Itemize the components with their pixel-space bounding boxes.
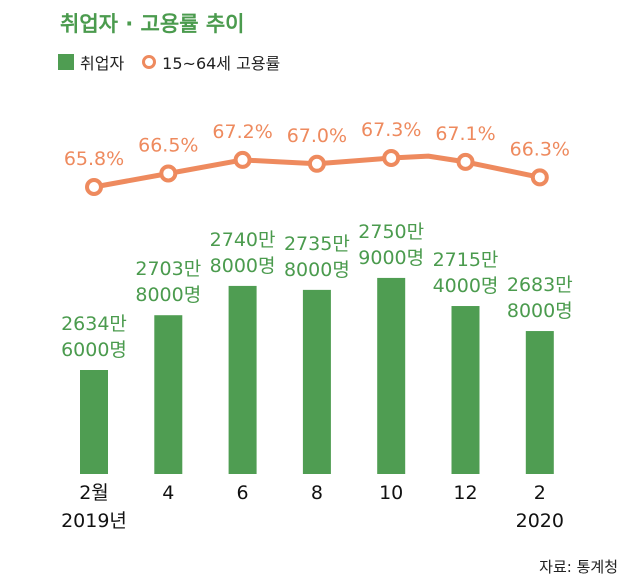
line-label-3: 67.0%: [287, 125, 347, 147]
line-label-2: 67.2%: [212, 121, 272, 143]
legend: 취업자 15~64세 고용률: [58, 50, 280, 74]
line-point-4: [382, 149, 401, 167]
bar-label-0-1: 6000명: [61, 339, 127, 361]
bar-2: [228, 285, 257, 474]
bar-label-5-0: 2715만: [433, 249, 499, 271]
line-label-6: 66.3%: [510, 138, 570, 160]
line-point-0: [85, 178, 103, 196]
chart-title: 취업자 · 고용률 추이: [60, 12, 245, 36]
bar-label-2-1: 8000명: [210, 255, 276, 277]
source-note: 자료: 통계청: [539, 558, 618, 576]
bar-1: [154, 315, 183, 474]
x-tick-1-0: 4: [162, 482, 174, 504]
x-tick-4-0: 10: [379, 482, 403, 504]
legend-bar-label: 취업자: [80, 54, 125, 73]
x-tick-2-0: 6: [237, 482, 249, 504]
x-tick-5-0: 12: [453, 482, 477, 504]
bar-label-1-0: 2703만: [135, 258, 201, 280]
line-point-3: [307, 154, 326, 173]
bar-label-6-0: 2683만: [507, 274, 573, 296]
bar-6: [525, 331, 554, 474]
bar-5: [451, 306, 480, 474]
line-point-5: [456, 152, 475, 171]
bar-label-3-0: 2735만: [284, 233, 350, 255]
legend-line-label: 15~64세 고용률: [162, 54, 281, 73]
bar-3: [302, 289, 331, 474]
bar-label-0-0: 2634만: [61, 313, 127, 335]
line-label-0: 65.8%: [64, 148, 124, 170]
line-label-4: 67.3%: [361, 119, 421, 141]
bar-label-6-1: 8000명: [507, 300, 573, 322]
bar-label-3-1: 8000명: [284, 259, 350, 281]
x-tick-0-0: 2월: [79, 482, 109, 504]
x-tick-6-1: 2020: [516, 510, 564, 532]
line-label-5: 67.1%: [435, 123, 495, 145]
bar-label-4-1: 9000명: [358, 247, 424, 269]
legend-bar-swatch: [58, 54, 74, 70]
line-point-6: [530, 168, 549, 187]
legend-line-swatch: [142, 55, 157, 69]
bar-4: [377, 277, 406, 474]
bar-label-4-0: 2750만: [358, 221, 424, 243]
bar-label-2-0: 2740만: [210, 229, 276, 251]
bar-label-1-1: 8000명: [135, 284, 201, 306]
line-point-2: [233, 150, 252, 169]
line-label-1: 66.5%: [138, 134, 198, 156]
x-tick-3-0: 8: [311, 482, 323, 504]
x-tick-6-0: 2: [534, 482, 546, 504]
bar-0: [80, 370, 108, 474]
line-point-1: [159, 164, 178, 183]
x-tick-0-1: 2019년: [61, 510, 127, 532]
bar-label-5-1: 4000명: [433, 275, 499, 297]
